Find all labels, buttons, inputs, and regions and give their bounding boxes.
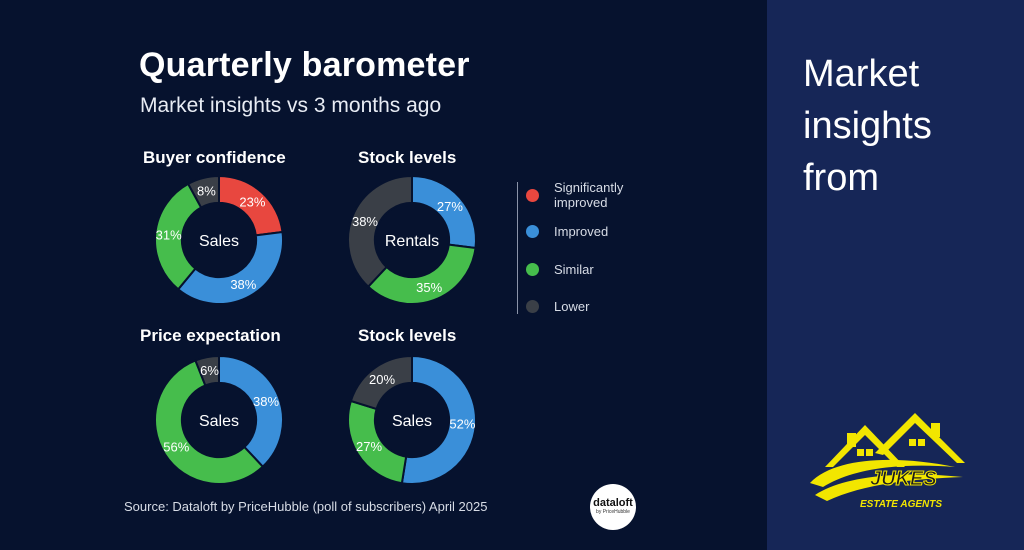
page-title: Quarterly barometer [139,46,470,84]
logo-tagline: ESTATE AGENTS [860,499,942,510]
dataloft-badge-sub: by PriceHubble [596,509,630,515]
chart-title-price-expectation: Price expectation [140,326,281,345]
legend-item-similar: Similar [526,262,644,277]
chart-title-stock-levels-sales: Stock levels [358,326,457,345]
side-heading: Market insights from [803,53,932,199]
legend-label: Significantly improved [554,180,624,210]
logo-wordmark: JUKES [870,468,937,490]
legend-item-improved: Improved [526,224,644,239]
dataloft-badge: dataloft by PriceHubble [590,484,636,530]
legend-swatch [526,188,539,202]
legend-item-significantly-improved: Significantly improved [526,180,644,210]
jukes-logo: JUKES ESTATE AGENTS [810,413,965,510]
legend-item-lower: Lower [526,299,644,314]
dataloft-badge-name: dataloft [593,497,633,509]
legend-label: Lower [554,299,590,314]
legend-swatch [526,225,539,238]
page-subtitle: Market insights vs 3 months ago [140,94,442,117]
chart-title-stock-levels-rentals: Stock levels [358,148,457,167]
legend-label: Similar [554,262,594,277]
source-note: Source: Dataloft by PriceHubble (poll of… [124,499,488,514]
chart-title-buyer-confidence: Buyer confidence [143,148,286,167]
legend-swatch [526,300,539,313]
legend-swatch [526,263,539,276]
legend-label: Improved [554,224,609,239]
legend-divider [517,182,518,314]
